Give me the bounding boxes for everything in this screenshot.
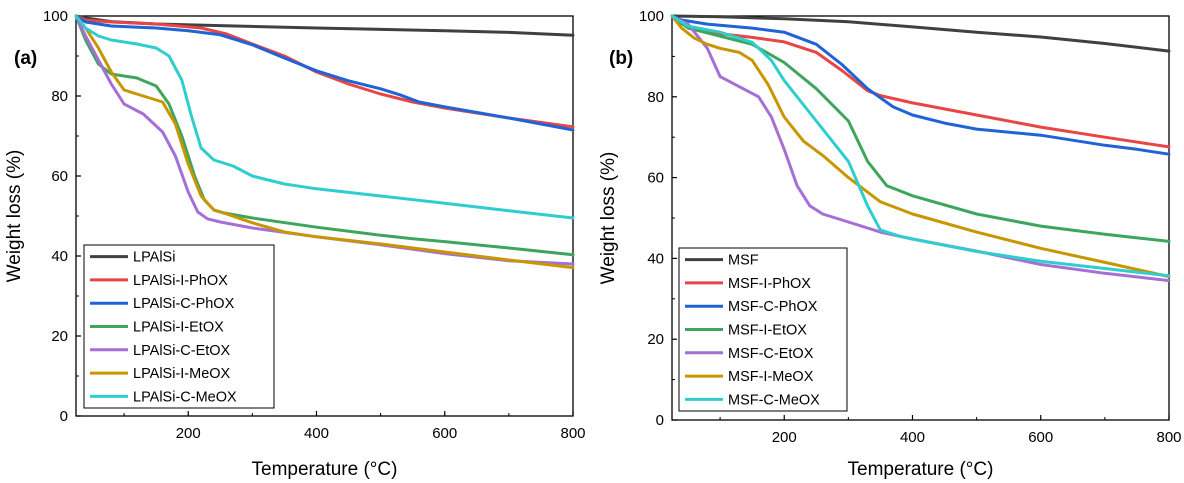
series-line-2 xyxy=(670,14,1171,149)
y-tick-label: 20 xyxy=(51,328,68,345)
series-line-1 xyxy=(74,14,575,37)
y-tick-label: 100 xyxy=(43,8,68,25)
legend-label: LPAlSi-C-PhOX xyxy=(133,296,235,312)
x-axis-label: Temperature (°C) xyxy=(252,459,398,480)
legend-label: LPAlSi xyxy=(133,250,175,266)
x-tick-label: 200 xyxy=(772,429,797,446)
y-tick-label: 0 xyxy=(656,412,664,429)
series-line-3 xyxy=(74,14,575,132)
series-line-1 xyxy=(670,14,1171,53)
legend-label: MSF-C-EtOX xyxy=(728,346,814,362)
y-tick-label: 40 xyxy=(647,250,664,267)
series-line-6 xyxy=(670,14,1171,279)
x-tick-label: 200 xyxy=(176,425,201,442)
x-axis-label: Temperature (°C) xyxy=(848,459,994,480)
y-tick-label: 20 xyxy=(647,331,664,348)
x-tick-label: 600 xyxy=(432,425,457,442)
legend-label: LPAlSi-I-MeOX xyxy=(133,366,231,382)
legend-label: MSF-I-PhOX xyxy=(728,276,811,292)
y-tick-label: 60 xyxy=(647,170,664,187)
y-tick-label: 0 xyxy=(60,408,68,425)
panel-a: 200 400 600 800 0 20 40 60 80 100 Temperature (°C)… xyxy=(4,8,586,480)
legend-label: LPAlSi-C-EtOX xyxy=(133,343,231,359)
y-axis-label: Weight loss (%) xyxy=(4,150,25,283)
x-tick-label: 600 xyxy=(1028,429,1053,446)
series-line-4 xyxy=(670,14,1171,243)
y-tick-label: 80 xyxy=(51,88,68,105)
panel-label: (b) xyxy=(609,48,633,69)
y-tick-label: 80 xyxy=(647,89,664,106)
series-line-4 xyxy=(74,14,575,257)
legend-label: MSF-I-EtOX xyxy=(728,323,807,339)
legend-label: LPAlSi-I-EtOX xyxy=(133,320,224,336)
x-tick-label: 800 xyxy=(560,425,585,442)
series-line-6 xyxy=(74,14,575,270)
legend-label: MSF xyxy=(728,253,759,269)
y-tick-label: 40 xyxy=(51,248,68,265)
series-line-7 xyxy=(670,14,1171,278)
series-line-3 xyxy=(670,14,1171,156)
legend-label: LPAlSi-I-PhOX xyxy=(133,273,228,289)
legend-label: LPAlSi-C-MeOX xyxy=(133,389,237,405)
x-tick-label: 800 xyxy=(1156,429,1181,446)
panel-b: 200 400 600 800 0 20 40 60 80 100 Temperature (°C)… xyxy=(598,8,1182,480)
legend-label: MSF-C-MeOX xyxy=(728,392,820,408)
legend-label: MSF-I-MeOX xyxy=(728,369,814,385)
legend-label: MSF-C-PhOX xyxy=(728,299,818,315)
x-tick-label: 400 xyxy=(304,425,329,442)
legend: LPAlSi LPAlSi-I-PhOX LPAlSi-C-PhOX LPAlSi-I… xyxy=(83,244,275,409)
y-axis-label: Weight loss (%) xyxy=(598,152,619,285)
legend: MSF MSF-I-PhOX MSF-C-PhOX MSF-I-EtOX MSF-C-E… xyxy=(678,247,848,412)
series-line-7 xyxy=(74,14,575,220)
y-tick-label: 60 xyxy=(51,168,68,185)
y-tick-label: 100 xyxy=(639,8,664,25)
x-tick-label: 400 xyxy=(900,429,925,446)
panel-label: (a) xyxy=(14,48,37,69)
